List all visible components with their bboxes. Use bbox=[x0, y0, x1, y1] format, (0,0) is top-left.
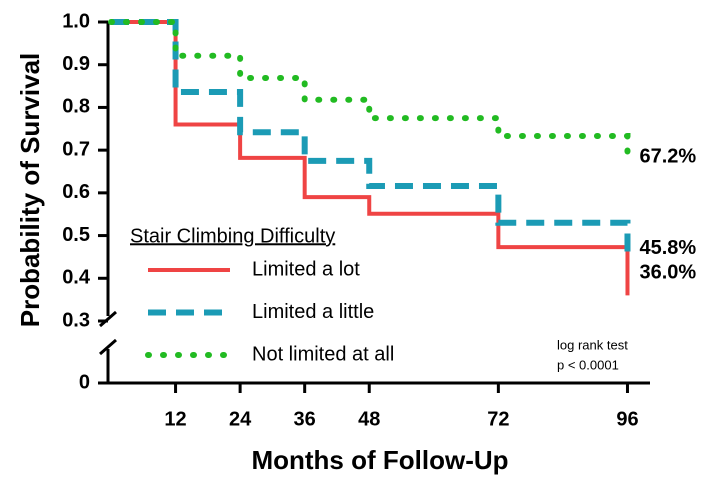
x-tick-label: 96 bbox=[616, 408, 638, 430]
x-tick-label: 24 bbox=[229, 408, 252, 430]
y-tick-label: 0.8 bbox=[62, 96, 90, 118]
x-tick-label: 12 bbox=[164, 408, 186, 430]
end-label: 45.8% bbox=[639, 237, 696, 259]
x-tick-label: 36 bbox=[294, 408, 316, 430]
y-tick-label: 0.5 bbox=[62, 224, 90, 246]
legend-label: Limited a lot bbox=[252, 258, 360, 280]
end-label: 67.2% bbox=[639, 145, 696, 167]
legend-label: Not limited at all bbox=[252, 343, 394, 365]
y-tick-label: 0 bbox=[79, 371, 90, 393]
x-tick-label: 48 bbox=[358, 408, 380, 430]
axis-break bbox=[99, 338, 117, 356]
y-tick-label: 0.4 bbox=[62, 267, 91, 289]
survival-curve bbox=[108, 19, 631, 166]
y-tick-label: 0.3 bbox=[62, 309, 90, 331]
survival-curve bbox=[111, 19, 631, 254]
legend-label: Limited a little bbox=[252, 301, 374, 323]
y-axis-label: Probability of Survival bbox=[15, 53, 45, 328]
legend-title: Stair Climbing Difficulty bbox=[130, 225, 335, 247]
annotation: log rank test bbox=[557, 337, 628, 352]
survival-curve bbox=[111, 20, 630, 296]
annotation: p < 0.0001 bbox=[557, 357, 619, 372]
x-axis-label: Months of Follow-Up bbox=[251, 445, 508, 475]
y-tick-label: 1.0 bbox=[62, 10, 90, 32]
y-tick-label: 0.7 bbox=[62, 138, 90, 160]
axis-break bbox=[99, 310, 117, 328]
end-label: 36.0% bbox=[639, 262, 696, 284]
y-tick-label: 0.6 bbox=[62, 181, 90, 203]
y-tick-label: 0.9 bbox=[62, 53, 90, 75]
x-tick-label: 72 bbox=[487, 408, 509, 430]
